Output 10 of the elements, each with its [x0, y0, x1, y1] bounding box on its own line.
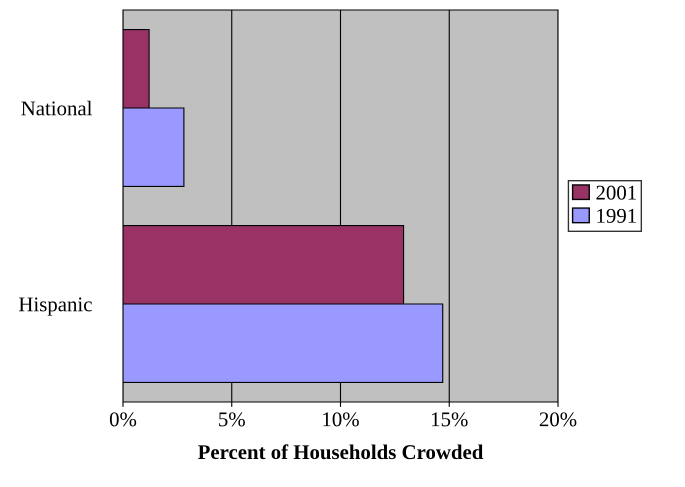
x-tick-label: 15% — [432, 412, 468, 426]
x-tick-label: 20% — [540, 412, 576, 426]
y-tick-label: Hispanic — [18, 297, 92, 316]
legend-label: 1991 — [597, 208, 636, 223]
x-tick-label: 5% — [219, 412, 245, 426]
legend-label: 2001 — [596, 186, 636, 200]
x-tick-label: 0% — [110, 412, 136, 426]
x-tick-label: 10% — [323, 412, 359, 426]
y-tick-label: National — [21, 100, 92, 116]
x-axis-title: Percent of Households Crowded — [198, 444, 484, 460]
